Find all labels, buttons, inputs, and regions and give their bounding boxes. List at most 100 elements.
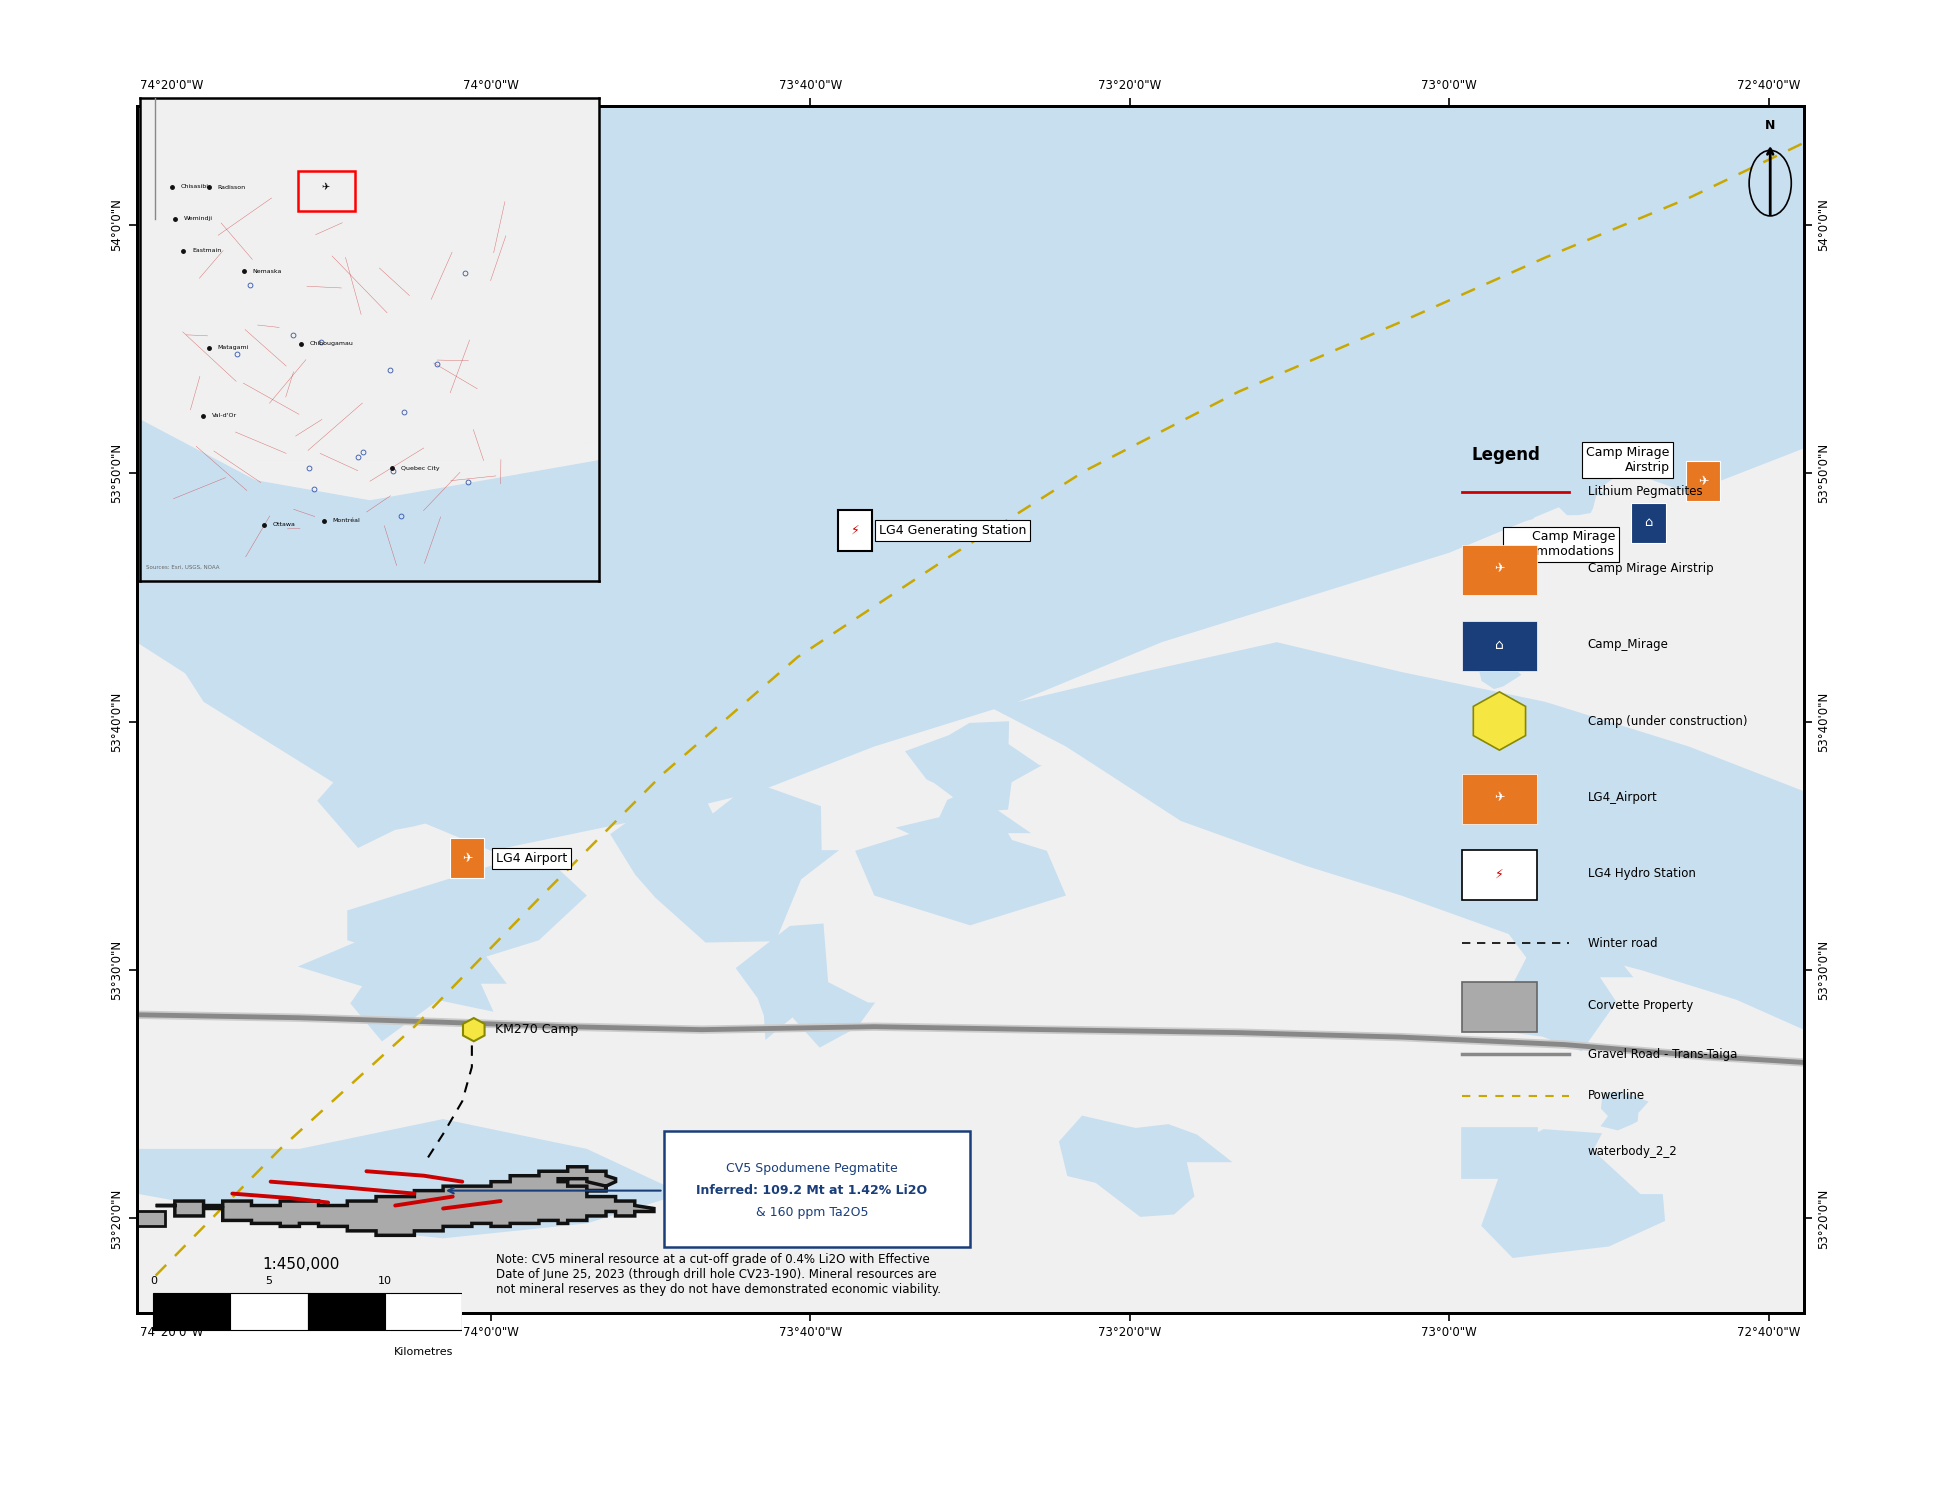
Polygon shape — [462, 1019, 484, 1041]
Polygon shape — [856, 821, 1067, 925]
Polygon shape — [136, 106, 1804, 1313]
Text: Camp Mirage
Airstrip: Camp Mirage Airstrip — [1585, 445, 1669, 474]
Polygon shape — [895, 788, 1032, 887]
Text: ⚡: ⚡ — [850, 524, 860, 537]
Text: Camp_Mirage: Camp_Mirage — [1587, 638, 1669, 652]
Text: Chisasibi: Chisasibi — [181, 184, 209, 189]
Polygon shape — [136, 106, 1804, 851]
Text: Kilometres: Kilometres — [394, 1348, 452, 1357]
Text: 5: 5 — [265, 1277, 273, 1286]
Text: Sources: Esri, USGS, NOAA: Sources: Esri, USGS, NOAA — [146, 564, 220, 570]
Bar — [1462, 982, 1537, 1032]
Polygon shape — [1548, 478, 1611, 515]
Polygon shape — [1059, 1115, 1232, 1216]
Text: Corvette Property: Corvette Property — [1587, 999, 1693, 1013]
Polygon shape — [827, 106, 1804, 448]
Text: LG4 Airport: LG4 Airport — [495, 851, 567, 865]
Text: Inferred: 109.2 Mt at 1.42% Li2O: Inferred: 109.2 Mt at 1.42% Li2O — [696, 1185, 928, 1197]
Polygon shape — [1252, 171, 1377, 258]
FancyBboxPatch shape — [663, 1132, 971, 1248]
Text: Chibougamau: Chibougamau — [310, 341, 353, 346]
Text: Lithium Pegmatites: Lithium Pegmatites — [1587, 486, 1702, 498]
Text: LG4_Airport: LG4_Airport — [1587, 791, 1658, 804]
FancyBboxPatch shape — [1462, 850, 1537, 899]
Polygon shape — [1500, 908, 1634, 1052]
Text: 1:450,000: 1:450,000 — [263, 1257, 339, 1272]
Text: Quebec City: Quebec City — [402, 466, 439, 471]
Polygon shape — [1601, 1091, 1648, 1130]
Text: Camp Mirage
Accommodations: Camp Mirage Accommodations — [1507, 530, 1615, 558]
Polygon shape — [1494, 741, 1550, 783]
Polygon shape — [259, 518, 380, 601]
Polygon shape — [298, 887, 507, 1041]
Polygon shape — [347, 350, 489, 441]
Polygon shape — [905, 721, 1041, 812]
Text: 0: 0 — [150, 1277, 156, 1286]
Text: Gravel Road - Trans-Taiga: Gravel Road - Trans-Taiga — [1587, 1047, 1737, 1061]
Polygon shape — [347, 851, 587, 970]
Text: Val-d'Or: Val-d'Or — [213, 413, 238, 418]
FancyBboxPatch shape — [1687, 462, 1720, 501]
Text: Ottawa: Ottawa — [273, 522, 294, 527]
Polygon shape — [1482, 1129, 1665, 1259]
Text: Wemindji: Wemindji — [183, 216, 213, 222]
Polygon shape — [443, 601, 546, 694]
Text: Powerline: Powerline — [1587, 1089, 1644, 1103]
Text: & 160 ppm Ta2O5: & 160 ppm Ta2O5 — [757, 1207, 868, 1219]
Text: ✈: ✈ — [322, 181, 330, 192]
Text: waterbody_2_2: waterbody_2_2 — [1587, 1145, 1677, 1157]
Text: CV5 Spodumene Pegmatite: CV5 Spodumene Pegmatite — [725, 1162, 897, 1176]
Text: ✈: ✈ — [462, 851, 472, 865]
Text: Camp Mirage Airstrip: Camp Mirage Airstrip — [1587, 561, 1714, 575]
Polygon shape — [136, 1120, 682, 1239]
Polygon shape — [156, 1166, 653, 1236]
Bar — [308, 1293, 384, 1329]
Text: KM270 Camp: KM270 Camp — [495, 1023, 577, 1037]
Polygon shape — [1474, 646, 1521, 690]
Text: ⌂: ⌂ — [1496, 638, 1503, 652]
Text: Note: CV5 mineral resource at a cut-off grade of 0.4% Li2O with Effective
Date o: Note: CV5 mineral resource at a cut-off … — [495, 1252, 942, 1296]
Text: Matagami: Matagami — [218, 346, 250, 350]
Text: LG4 Hydro Station: LG4 Hydro Station — [1587, 868, 1695, 880]
FancyBboxPatch shape — [450, 837, 484, 878]
Polygon shape — [1523, 127, 1601, 181]
Text: N: N — [1765, 119, 1774, 133]
Text: Camp (under construction): Camp (under construction) — [1587, 714, 1747, 727]
Polygon shape — [1299, 522, 1351, 569]
Polygon shape — [788, 195, 994, 320]
Polygon shape — [566, 715, 667, 783]
Text: 10: 10 — [378, 1277, 392, 1286]
FancyBboxPatch shape — [1462, 545, 1537, 595]
Text: Nemaska: Nemaska — [252, 269, 281, 273]
Text: ✈: ✈ — [1698, 475, 1708, 487]
Text: LG4 Generating Station: LG4 Generating Station — [879, 524, 1026, 537]
Text: Montréal: Montréal — [332, 518, 361, 524]
Polygon shape — [511, 493, 1804, 1029]
Bar — [154, 1293, 230, 1329]
Text: ✈: ✈ — [1494, 561, 1505, 575]
Polygon shape — [571, 584, 638, 634]
Polygon shape — [1402, 416, 1580, 545]
FancyBboxPatch shape — [838, 510, 872, 551]
Polygon shape — [610, 774, 838, 943]
Polygon shape — [1449, 195, 1804, 493]
Polygon shape — [735, 924, 876, 1047]
Text: ✈: ✈ — [1494, 791, 1505, 804]
Text: Radisson: Radisson — [218, 184, 246, 190]
FancyBboxPatch shape — [1462, 622, 1537, 672]
Text: ⌂: ⌂ — [1644, 516, 1654, 530]
Polygon shape — [1474, 691, 1525, 750]
Bar — [298, 171, 355, 211]
Text: Legend: Legend — [1472, 447, 1540, 465]
Bar — [384, 1293, 462, 1329]
Bar — [1462, 1127, 1537, 1177]
Bar — [230, 1293, 308, 1329]
Polygon shape — [136, 374, 989, 791]
Polygon shape — [296, 371, 445, 525]
Text: Winter road: Winter road — [1587, 937, 1658, 949]
Polygon shape — [318, 762, 474, 848]
Text: ⚡: ⚡ — [1496, 868, 1503, 880]
Text: Eastmain: Eastmain — [191, 249, 220, 254]
FancyBboxPatch shape — [1462, 774, 1537, 824]
Polygon shape — [136, 1212, 166, 1227]
